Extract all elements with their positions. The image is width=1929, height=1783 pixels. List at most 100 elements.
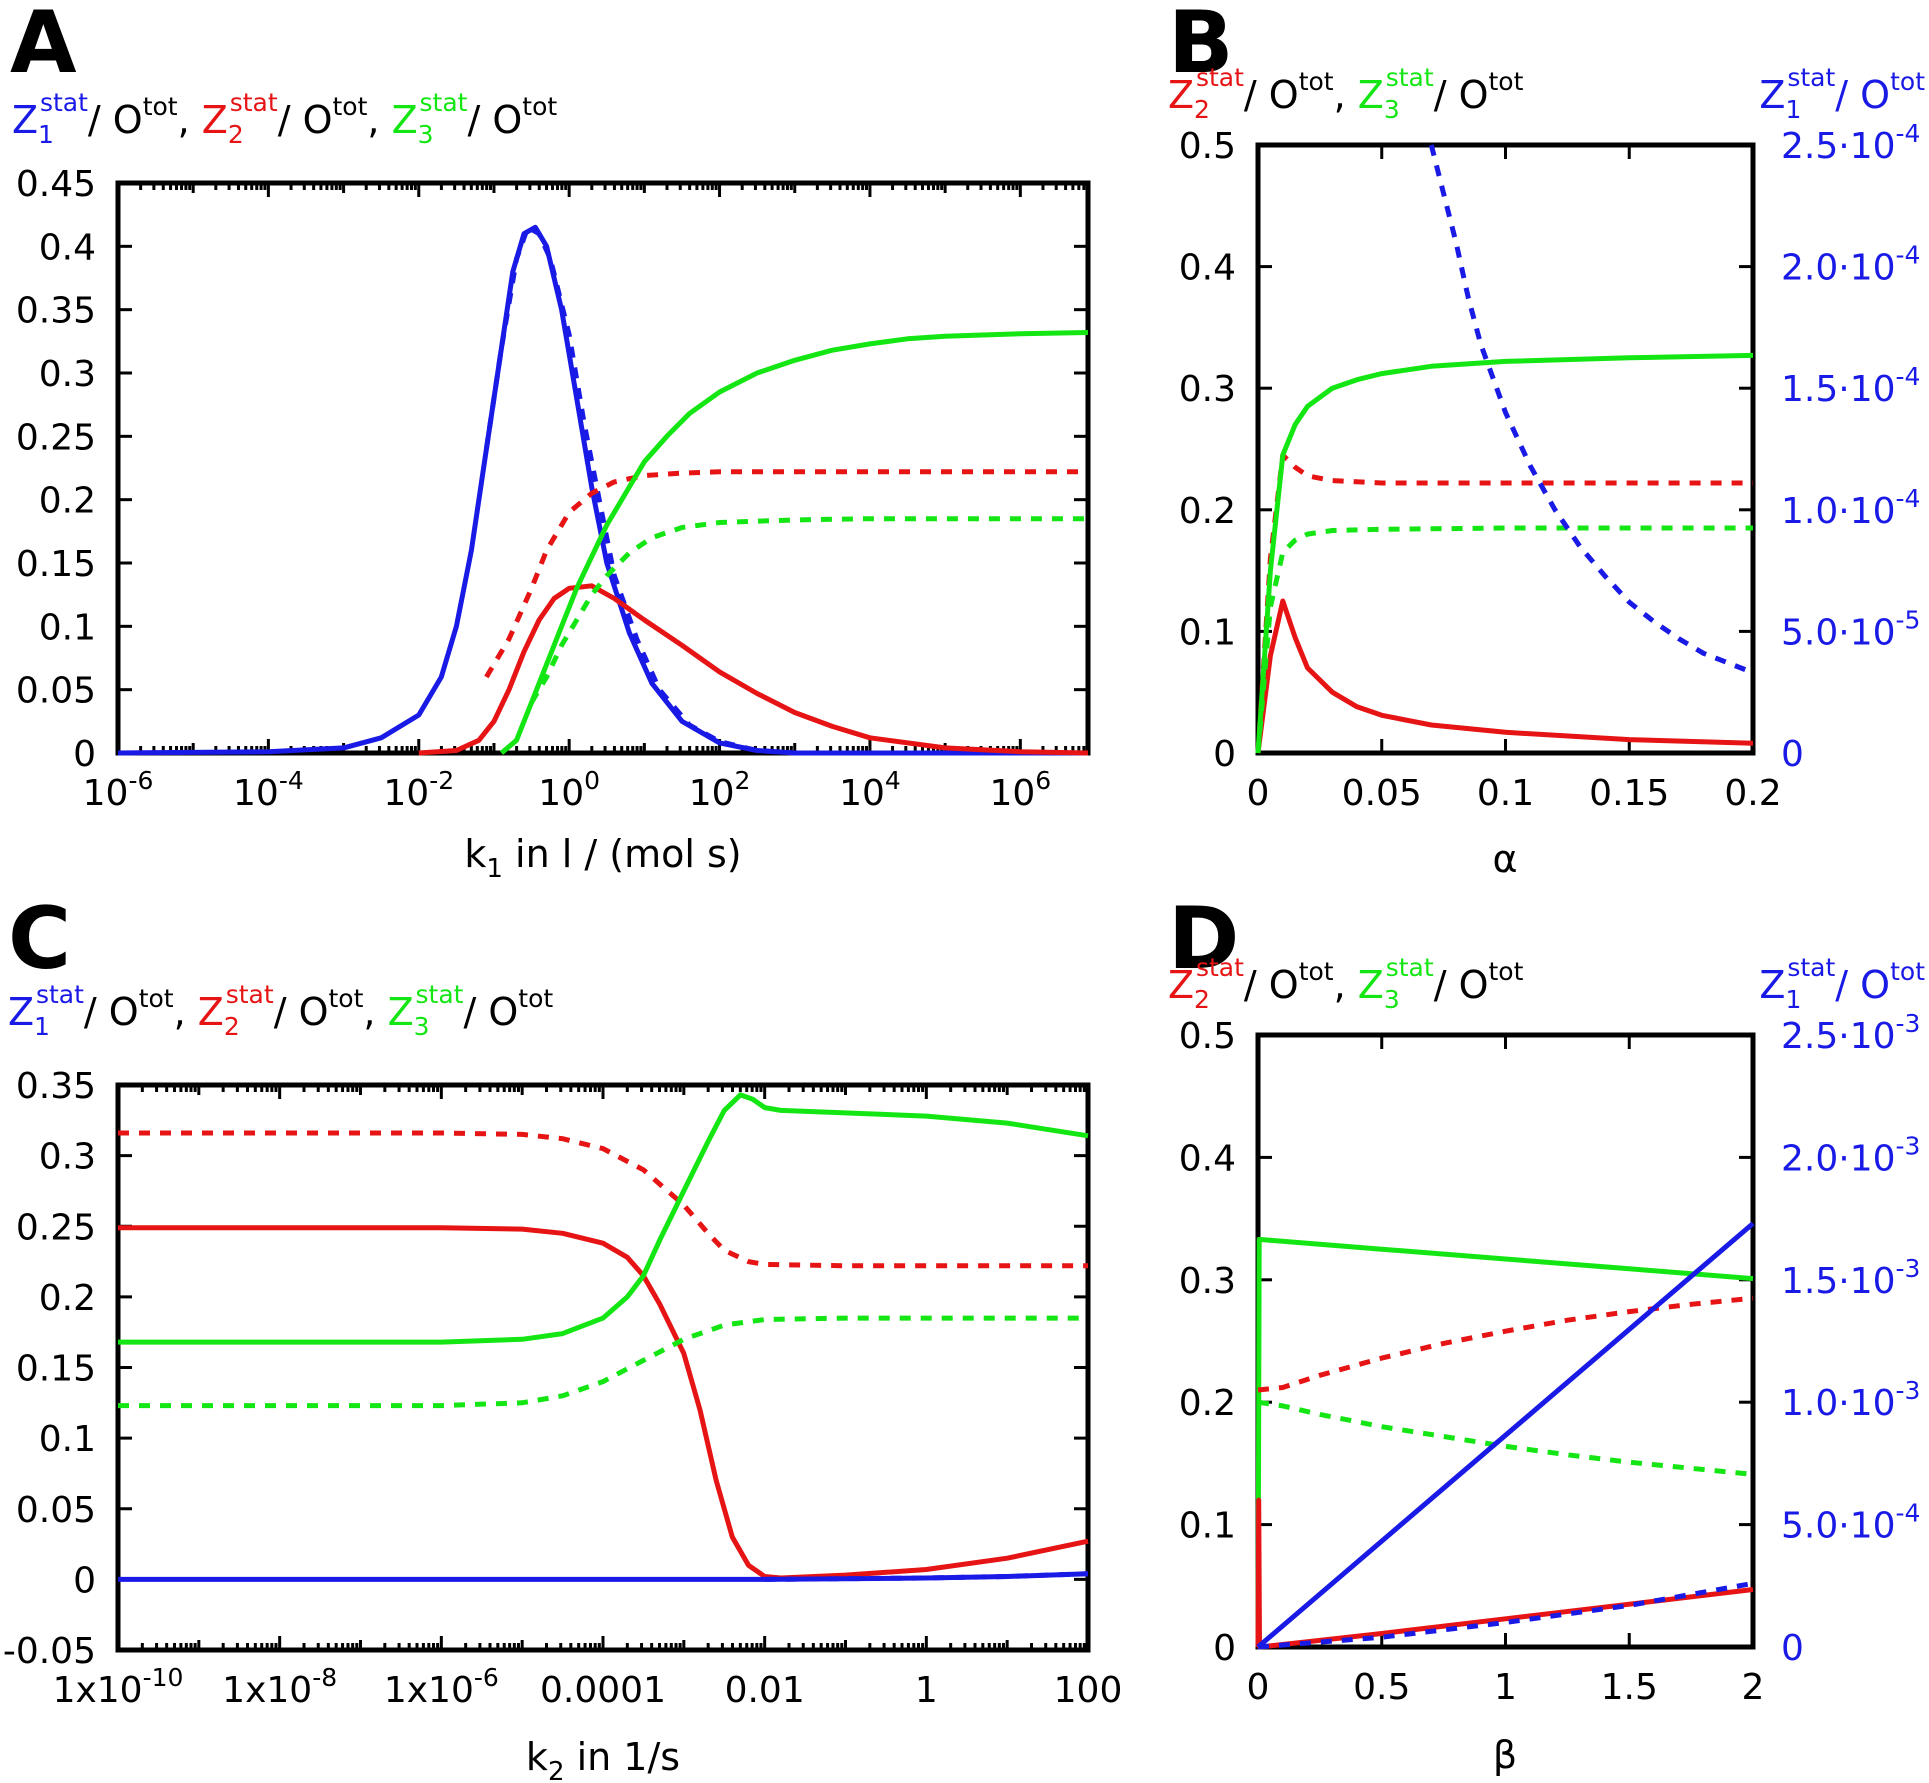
y-tick-label-2: 0.2 — [1179, 1383, 1236, 1424]
ylabel-part-1: / O — [84, 990, 139, 1034]
y-tick-label-1: 0.05 — [16, 671, 96, 712]
ylabel-sup-4: tot — [1488, 67, 1523, 96]
panel-a-series — [117, 224, 1089, 756]
panel-a-plot-frame — [115, 180, 1091, 756]
ylabel-part-0: Z — [8, 990, 34, 1034]
ylabel-part-4: / O — [1434, 963, 1489, 1007]
series-z3-dashed — [1257, 1399, 1754, 1477]
ylabel-sup-6: stat — [416, 980, 464, 1009]
ylabel-part-1: / O — [1244, 963, 1299, 1007]
series-z3-solid — [118, 1092, 1089, 1345]
ylabel-part-2: , — [1334, 73, 1358, 117]
y2label-sup-1: tot — [1890, 957, 1925, 986]
ylabel-sup-0: stat — [40, 88, 88, 117]
y2-tick-label-1: 5.0·10-4 — [1781, 1499, 1920, 1547]
y-tick-label-5: 0.25 — [16, 417, 96, 458]
panel-c-series — [118, 1092, 1089, 1582]
ylabel-part-0: Z — [1168, 73, 1194, 117]
series-z1-solid — [1256, 1221, 1755, 1649]
ylabel-part-5: , — [363, 990, 387, 1034]
series-z3-solid — [1255, 1236, 1754, 1648]
series-z1-dashed — [1428, 144, 1754, 676]
panel-a-y-ticks: 0 0.05 0.1 0.15 0.2 0.25 0.3 0.35 0.4 0.45 — [16, 164, 1088, 775]
ylabel-sup-1: tot — [143, 92, 178, 121]
y-tick-label-2: 0.05 — [16, 1490, 96, 1531]
series-z2-dashed — [118, 1130, 1088, 1269]
panel-letter-b: B — [1168, 0, 1234, 93]
y-tick-label-6: 0.3 — [39, 354, 96, 395]
x-tick-label-4: 2 — [1742, 1667, 1765, 1708]
y2-tick-label-4: 2.0·10-3 — [1781, 1131, 1920, 1179]
y-tick-label-5: 0.2 — [39, 1278, 96, 1319]
x-tick-label-1: 0.5 — [1353, 1667, 1410, 1708]
ylabel-sub-0: 1 — [38, 120, 54, 149]
ylabel-sup-0: stat — [1196, 953, 1244, 982]
y2label-sub-0: 1 — [1785, 985, 1801, 1014]
x-tick-label-3: 1.5 — [1601, 1667, 1658, 1708]
panel-d-y-label: Z2stat​/ Otot​, Z3stat​/ Otot​ — [1168, 953, 1524, 1014]
y-tick-label-0: 0 — [1213, 1628, 1236, 1669]
panel-d-y2-label: Z1stat​/ Otot​ — [1759, 953, 1925, 1014]
ylabel-sup-3: stat — [1386, 63, 1434, 92]
series-z2-dashed — [484, 469, 1088, 679]
y-tick-label-3: 0.15 — [16, 544, 96, 585]
y-tick-label-2: 0.1 — [39, 607, 96, 648]
ylabel-sup-0: stat — [36, 980, 84, 1009]
y2-tick-label-5: 2.5·10-4 — [1781, 119, 1920, 167]
x-tick-label-1: 10-4 — [233, 766, 304, 814]
panel-a-y-label: Z1stat​/ Otot​, Z2stat​/ Otot​, Z3stat​/… — [12, 88, 557, 149]
series-z1-dashed — [483, 224, 795, 756]
panel-c-x-label: k2 in 1/s — [526, 1735, 680, 1783]
ylabel-sup-7: tot — [518, 984, 553, 1013]
y-tick-label-0: -0.05 — [3, 1631, 96, 1672]
series-z2-solid — [1255, 1497, 1754, 1650]
x-tick-label-3: 0.0001 — [540, 1670, 666, 1711]
ylabel-sub-3: 2 — [224, 1012, 240, 1041]
x-tick-label-0: 10-6 — [83, 766, 154, 814]
ylabel-part-2: , — [174, 990, 198, 1034]
y2-tick-label-1: 5.0·10-5 — [1781, 605, 1920, 653]
panel-c: C Z1stat​/ Otot​, Z2stat​/ Otot​, Z3stat… — [3, 889, 1123, 1783]
y-tick-label-5: 0.5 — [1179, 1016, 1236, 1057]
y-tick-label-7: 0.3 — [39, 1137, 96, 1178]
y2label-part-1: / O — [1835, 963, 1890, 1007]
ylabel-sup-3: stat — [226, 980, 274, 1009]
ylabel-sup-4: tot — [1488, 957, 1523, 986]
x-tick-label-6: 100 — [1054, 1670, 1123, 1711]
y-tick-label-9: 0.45 — [16, 164, 96, 205]
y-tick-label-7: 0.35 — [16, 291, 96, 332]
y2-tick-label-2: 1.0·10-4 — [1781, 484, 1920, 532]
y2label-sup-0: stat — [1787, 63, 1835, 92]
ylabel-sup-1: tot — [1299, 67, 1334, 96]
x-tick-label-2: 10-2 — [383, 766, 454, 814]
y2-tick-label-4: 2.0·10-4 — [1781, 241, 1920, 289]
panel-b-x-ticks: 0 0.05 0.1 0.15 0.2 — [1247, 145, 1782, 814]
y2label-part-0: Z — [1759, 73, 1785, 117]
panel-b-plot-frame — [1255, 142, 1756, 756]
y-tick-label-1: 0.1 — [1179, 1506, 1236, 1547]
panel-b-y2-label: Z1stat​/ Otot​ — [1759, 63, 1925, 124]
panel-d-x-ticks: 0 0.5 1 1.5 2 — [1247, 1035, 1765, 1708]
panel-d-series — [1255, 1221, 1755, 1650]
ylabel-sub-3: 2 — [228, 120, 244, 149]
y-tick-label-3: 0.3 — [1179, 369, 1236, 410]
ylabel-part-1: / O — [88, 98, 143, 142]
panel-d-plot-frame — [1255, 1032, 1756, 1650]
x-tick-label-2: 1x10-6 — [384, 1663, 499, 1711]
x-tick-label-0: 1x10-10 — [53, 1663, 184, 1711]
ylabel-sup-0: stat — [1196, 63, 1244, 92]
ylabel-sup-4: tot — [328, 984, 363, 1013]
series-z2-solid — [118, 1225, 1089, 1581]
y-tick-label-4: 0.4 — [1179, 248, 1236, 289]
x-tick-label-4: 102 — [689, 766, 751, 814]
ylabel-part-7: / O — [467, 98, 522, 142]
y-tick-label-4: 0.4 — [1179, 1138, 1236, 1179]
y2-tick-label-3: 1.5·10-3 — [1781, 1254, 1920, 1302]
ylabel-sub-3: 3 — [1384, 95, 1400, 124]
series-z2-dashed — [1257, 1295, 1754, 1393]
y2label-part-1: / O — [1835, 73, 1890, 117]
x-tick-label-6: 106 — [989, 766, 1051, 814]
y2-tick-label-2: 1.0·10-3 — [1781, 1376, 1920, 1424]
panel-letter-c: C — [8, 889, 71, 989]
